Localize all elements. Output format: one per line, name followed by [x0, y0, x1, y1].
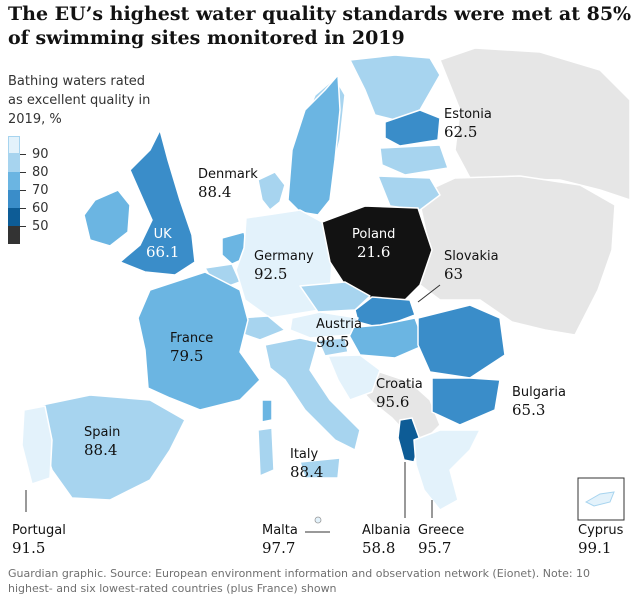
country-value: 95.6 — [376, 393, 410, 411]
country-value: 97.7 — [262, 539, 296, 557]
legend-label-60: 60 — [32, 201, 49, 216]
legend-label-80: 80 — [32, 165, 49, 180]
slovenia — [317, 337, 349, 357]
croatia — [327, 354, 381, 401]
country-value: 98.5 — [316, 333, 350, 351]
legend-swatch-below — [8, 226, 20, 244]
legend-swatch-90 — [8, 136, 20, 154]
legend-swatch-80 — [8, 154, 20, 172]
latvia — [379, 144, 449, 176]
label-croatia: Croatia 95.6 — [376, 376, 423, 412]
czechia — [299, 281, 371, 313]
malta — [314, 516, 322, 524]
country-name: Bulgaria — [512, 385, 566, 400]
country-name: UK — [153, 227, 172, 242]
country-name: Denmark — [198, 167, 258, 182]
label-malta: Malta 97.7 — [262, 522, 298, 558]
country-name: Austria — [316, 317, 362, 332]
country-name: Poland — [352, 227, 396, 242]
label-cyprus: Cyprus 99.1 — [578, 522, 623, 558]
label-france: France 79.5 — [170, 330, 213, 366]
country-name: Malta — [262, 523, 298, 538]
country-name: Estonia — [444, 107, 492, 122]
label-uk: UK 66.1 — [146, 226, 179, 262]
corsica — [261, 399, 273, 423]
label-slovakia: Slovakia 63 — [444, 248, 499, 284]
estonia — [384, 109, 441, 147]
austria — [289, 311, 359, 339]
legend-label-70: 70 — [32, 183, 49, 198]
italy — [264, 337, 361, 451]
uk — [119, 129, 196, 276]
romania — [417, 304, 506, 379]
legend-tick — [20, 190, 26, 191]
slovakia-leader — [417, 284, 441, 303]
legend-swatch-70 — [8, 172, 20, 190]
country-value: 88.4 — [290, 463, 324, 481]
country-name: Greece — [418, 523, 465, 538]
lithuania — [377, 175, 441, 211]
legend-title: Bathing waters rated as excellent qualit… — [8, 74, 151, 127]
country-value: 91.5 — [12, 539, 46, 557]
country-name: Croatia — [376, 377, 423, 392]
legend-tick — [20, 154, 26, 155]
label-albania: Albania 58.8 — [362, 522, 411, 558]
country-value: 88.4 — [84, 441, 118, 459]
label-bulgaria: Bulgaria 65.3 — [512, 384, 566, 420]
legend-swatch-50 — [8, 208, 20, 226]
france — [137, 271, 261, 411]
country-name: Germany — [254, 249, 314, 264]
denmark — [257, 171, 286, 211]
legend-tick — [20, 226, 26, 227]
label-estonia: Estonia 62.5 — [444, 106, 492, 142]
country-name: Albania — [362, 523, 411, 538]
label-portugal: Portugal 91.5 — [12, 522, 66, 558]
legend-tick — [20, 172, 26, 173]
label-spain: Spain 88.4 — [84, 424, 120, 460]
chart-title: The EU’s highest water quality standards… — [8, 3, 632, 49]
country-value: 92.5 — [254, 265, 288, 283]
legend-swatch-60 — [8, 190, 20, 208]
legend-tick — [20, 208, 26, 209]
country-value: 58.8 — [362, 539, 396, 557]
label-austria: Austria 98.5 — [316, 316, 362, 352]
country-value: 62.5 — [444, 123, 478, 141]
russia-region — [439, 47, 631, 201]
country-name: France — [170, 331, 214, 346]
finland — [349, 54, 441, 121]
bulgaria — [431, 377, 501, 426]
label-germany: Germany 92.5 — [254, 248, 314, 284]
country-value: 63 — [444, 265, 464, 283]
footer-source-note: Guardian graphic. Source: European envir… — [8, 567, 591, 595]
label-denmark: Denmark 88.4 — [198, 166, 258, 202]
sardinia — [257, 427, 275, 477]
country-value: 66.1 — [146, 243, 180, 261]
label-greece: Greece 95.7 — [418, 522, 464, 558]
country-name: Portugal — [12, 523, 66, 538]
country-name: Spain — [84, 425, 121, 440]
country-name: Slovakia — [444, 249, 499, 264]
belarus-ukraine-region — [417, 175, 616, 336]
label-italy: Italy 88.4 — [290, 446, 323, 482]
sicily — [299, 457, 341, 479]
country-value: 65.3 — [512, 401, 546, 419]
portugal — [21, 405, 53, 485]
country-value: 99.1 — [578, 539, 612, 557]
legend-label-50: 50 — [32, 219, 49, 234]
country-value: 21.6 — [357, 243, 391, 261]
country-name: Italy — [290, 447, 319, 462]
country-value: 79.5 — [170, 347, 204, 365]
greece — [413, 429, 481, 511]
label-poland: Poland 21.6 — [352, 226, 395, 262]
poland — [321, 205, 433, 301]
sweden — [287, 74, 341, 216]
cyprus — [584, 491, 615, 507]
country-name: Cyprus — [578, 523, 624, 538]
country-value: 88.4 — [198, 183, 232, 201]
legend-label-90: 90 — [32, 147, 49, 162]
ireland — [83, 189, 131, 247]
country-value: 95.7 — [418, 539, 452, 557]
